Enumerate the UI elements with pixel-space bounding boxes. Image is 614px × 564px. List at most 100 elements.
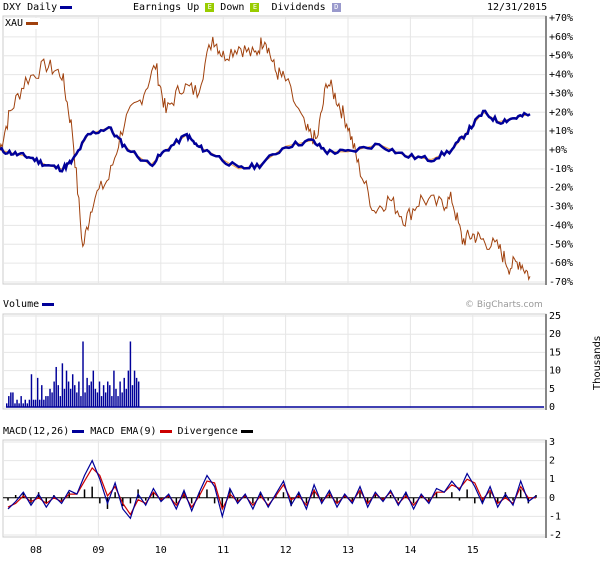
volume-bar: [65, 370, 68, 407]
volume-bar: [78, 381, 80, 407]
volume-bar: [53, 381, 55, 407]
volume-bar: [34, 399, 37, 407]
x-tick-label: 09: [92, 545, 104, 556]
panel-frame-2: [2, 439, 547, 538]
volume-bar: [61, 363, 64, 407]
y-tick-label: 5: [549, 384, 555, 395]
y-tick-label: -20%: [549, 183, 573, 194]
y-tick-label: 10: [549, 366, 561, 377]
y-tick-label: +60%: [549, 32, 573, 43]
volume-legend: Volume: [3, 299, 55, 310]
volume-bar: [96, 392, 99, 407]
ema-label: MACD EMA(9): [90, 426, 157, 437]
symbol-label: DXY Daily: [3, 2, 58, 13]
volume-bar: [38, 399, 41, 407]
volume-title: Volume: [3, 299, 40, 310]
volume-bar: [59, 396, 62, 407]
chart-date: 12/31/2015: [487, 2, 548, 13]
volume-bar: [115, 388, 117, 407]
y-tick-label: -1: [549, 511, 561, 522]
y-tick-label: 0: [549, 493, 555, 504]
volume-bar: [129, 341, 132, 407]
y-tick-label: -50%: [549, 239, 573, 250]
volume-bar: [22, 403, 24, 407]
volume-bar: [107, 381, 109, 407]
volume-bar: [51, 392, 53, 407]
volume-bar: [113, 370, 115, 407]
volume-bar: [69, 388, 72, 407]
dividends-label: Dividends: [271, 2, 326, 13]
volume-bar: [125, 388, 128, 407]
volume-bar: [14, 403, 16, 407]
volume-bar: [121, 392, 123, 407]
dxy-line: [0, 109, 531, 173]
volume-bar: [36, 377, 39, 407]
y-tick-label: 25: [549, 311, 561, 322]
y-tick-label: -10%: [549, 164, 573, 175]
earnings-up-label: Earnings Up: [133, 2, 200, 13]
y-tick-label: +70%: [549, 13, 573, 24]
earnings-down-icon: E: [250, 2, 260, 12]
volume-bar: [127, 370, 130, 407]
volume-unit-label: Thousands: [592, 335, 603, 390]
volume-bar: [119, 381, 121, 407]
macd-line: [7, 459, 537, 520]
y-tick-label: -2: [549, 530, 561, 541]
y-tick-label: 0: [549, 402, 555, 413]
y-tick-label: -70%: [549, 277, 573, 288]
x-tick-label: 11: [217, 545, 229, 556]
volume-bar: [137, 381, 140, 407]
volume-bar: [67, 381, 70, 407]
watermark: © BigCharts.com: [465, 300, 543, 310]
volume-bar: [71, 374, 74, 407]
volume-bar: [30, 374, 33, 407]
y-tick-label: 15: [549, 347, 561, 358]
volume-bar: [28, 399, 31, 407]
y-tick-label: -30%: [549, 202, 573, 213]
x-tick-label: 15: [467, 545, 479, 556]
y-tick-label: +40%: [549, 70, 573, 81]
volume-bar: [92, 370, 95, 407]
volume-bar: [43, 399, 45, 407]
y-tick-label: 2: [549, 456, 555, 467]
compare-legend: XAU: [5, 18, 41, 29]
macd-legend: MACD(12,26) MACD EMA(9) Divergence: [3, 426, 253, 437]
x-tick-label: 14: [404, 545, 416, 556]
volume-bar: [90, 381, 92, 407]
volume-bar: [24, 399, 27, 407]
y-tick-label: -40%: [549, 220, 573, 231]
volume-bar: [135, 377, 138, 407]
volume-bar: [10, 392, 12, 407]
y-tick-label: +10%: [549, 126, 573, 137]
volume-bar: [98, 381, 101, 407]
volume-bar: [49, 388, 51, 407]
volume-swatch: [42, 302, 55, 306]
earnings-up-icon: E: [205, 2, 215, 12]
y-tick-label: 3: [549, 437, 555, 448]
dividend-icon: D: [331, 2, 341, 12]
y-tick-label: +30%: [549, 88, 573, 99]
volume-bar: [55, 366, 57, 407]
y-tick-label: +0%: [549, 145, 567, 156]
x-tick-label: 10: [155, 545, 167, 556]
macd-swatch: [72, 429, 85, 433]
volume-bar: [104, 392, 107, 407]
volume-bar: [82, 341, 84, 407]
earnings-down-label: Down: [220, 2, 245, 13]
volume-bar: [109, 385, 111, 407]
events-legend: Earnings Up E Down E Dividends D: [133, 2, 341, 13]
volume-bar: [123, 377, 125, 407]
divergence-swatch: [240, 429, 253, 433]
volume-bar: [74, 385, 76, 407]
macd-label: MACD(12,26): [3, 426, 70, 437]
volume-bar: [8, 396, 10, 407]
volume-bar: [26, 403, 29, 407]
x-tick-label: 08: [30, 545, 42, 556]
volume-bar: [18, 403, 20, 407]
volume-bar: [63, 388, 66, 407]
volume-bar: [45, 396, 47, 407]
y-tick-label: +20%: [549, 107, 573, 118]
volume-bar: [41, 385, 43, 407]
volume-bar: [32, 399, 35, 407]
dxy-swatch: [60, 5, 73, 9]
